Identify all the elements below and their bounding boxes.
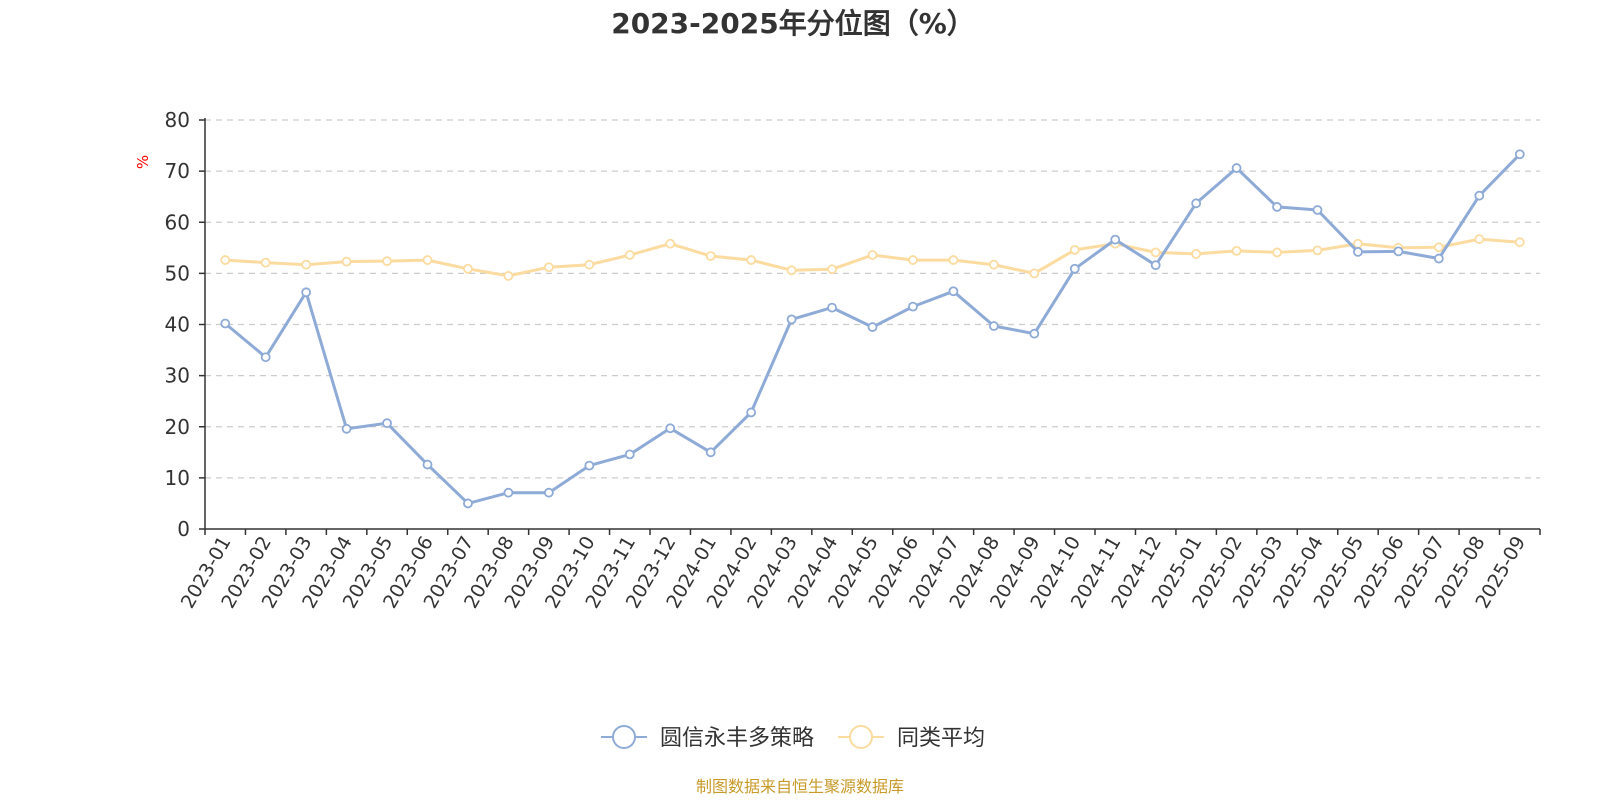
data-point <box>301 259 312 270</box>
legend-marker <box>849 725 873 749</box>
data-point <box>988 259 999 270</box>
data-point <box>1150 260 1161 271</box>
y-tick-label: 0 <box>177 517 190 541</box>
data-point <box>1393 246 1404 257</box>
data-point <box>220 255 231 265</box>
data-point <box>624 449 635 460</box>
data-point <box>1353 238 1363 249</box>
data-point <box>1231 245 1242 256</box>
legend: 圆信永丰多策略 同类平均 <box>601 725 985 751</box>
legend-label: 同类平均 <box>897 726 985 751</box>
data-point <box>948 255 959 265</box>
data-point <box>1191 249 1202 259</box>
data-point <box>705 447 716 458</box>
data-point <box>1069 244 1080 255</box>
y-axis-unit-label: % <box>134 155 152 169</box>
data-point <box>746 407 757 418</box>
data-point <box>1433 242 1444 253</box>
grid-lines <box>205 119 1540 479</box>
data-point <box>463 263 473 274</box>
data-point <box>1069 263 1080 274</box>
chart-title: 2023-2025年分位图（%） <box>611 7 975 40</box>
data-point <box>1514 237 1525 248</box>
data-point <box>1191 198 1202 209</box>
data-point <box>624 250 635 260</box>
data-point <box>1231 163 1242 173</box>
data-point <box>1312 245 1323 256</box>
y-tick-label: 70 <box>165 159 190 183</box>
source-note: 制图数据来自恒生聚源数据库 <box>696 777 904 796</box>
data-point <box>584 259 595 270</box>
data-point <box>341 256 352 267</box>
legend-marker <box>612 725 636 749</box>
y-tick-label: 40 <box>165 313 190 337</box>
y-tick-label: 30 <box>165 364 190 388</box>
data-point <box>1312 205 1323 215</box>
legend-label: 圆信永丰多策略 <box>660 726 814 751</box>
data-point <box>1272 202 1282 212</box>
data-point <box>382 256 392 267</box>
data-point <box>301 287 312 298</box>
data-point <box>341 423 352 434</box>
y-tick-label: 60 <box>165 210 190 234</box>
data-point <box>665 423 676 434</box>
data-point <box>220 318 231 329</box>
series-fund <box>220 149 1525 509</box>
y-tick-label: 20 <box>165 415 190 439</box>
y-tick-label: 10 <box>165 466 190 490</box>
data-point <box>1029 268 1040 279</box>
data-point <box>422 255 433 265</box>
series-average <box>220 234 1525 281</box>
data-point <box>1110 234 1121 245</box>
data-point <box>260 352 271 363</box>
data-point <box>503 487 514 498</box>
data-point <box>543 487 554 498</box>
data-point <box>584 460 595 471</box>
data-point <box>867 322 878 332</box>
data-point <box>867 250 878 260</box>
legend-item: 圆信永丰多策略 <box>601 725 814 751</box>
y-tick-labels: 0 10 20 30 40 50 60 70 80 <box>165 108 190 541</box>
data-point <box>827 302 837 313</box>
data-point <box>1029 328 1040 339</box>
data-point <box>827 264 837 275</box>
data-point <box>260 257 271 268</box>
data-point <box>422 459 433 470</box>
data-point <box>503 271 514 281</box>
legend-item: 同类平均 <box>838 725 985 751</box>
data-point <box>1433 253 1444 264</box>
data-point <box>786 265 797 276</box>
data-point <box>1514 149 1525 160</box>
data-point <box>1272 247 1282 258</box>
y-tick-label: 50 <box>165 261 190 285</box>
data-point <box>1474 234 1485 245</box>
data-point <box>908 255 918 265</box>
data-point <box>1353 247 1363 257</box>
data-point <box>1474 190 1485 201</box>
data-point <box>463 498 473 509</box>
data-point <box>705 251 716 261</box>
data-point <box>948 286 959 297</box>
data-point <box>746 255 757 265</box>
data-point <box>382 418 392 429</box>
x-tick-labels: 2023-012023-022023-032023-042023-052023-… <box>177 533 1530 613</box>
series-layer <box>220 149 1525 509</box>
axes <box>199 118 1541 535</box>
data-point <box>988 321 999 331</box>
data-point <box>1150 247 1161 258</box>
y-tick-label: 80 <box>165 108 190 132</box>
data-point <box>543 262 554 273</box>
data-point <box>786 314 797 325</box>
data-point <box>665 238 676 249</box>
data-point <box>908 301 918 312</box>
